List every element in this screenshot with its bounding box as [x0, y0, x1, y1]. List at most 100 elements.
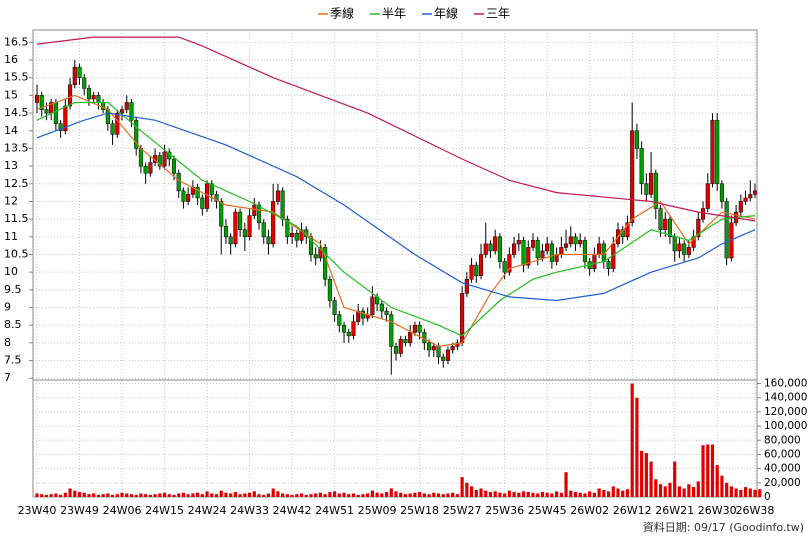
legend-label: 年線 [434, 6, 458, 21]
volume-bar [592, 492, 596, 497]
volume-bar [654, 479, 658, 497]
x-tick-label: 25W18 [400, 504, 439, 517]
candle-body [686, 247, 691, 255]
candle-body [634, 130, 639, 149]
candle-body [214, 194, 219, 202]
volume-bar [540, 492, 545, 497]
volume-bar [701, 445, 705, 497]
candle-body [171, 158, 177, 174]
volume-bar [432, 492, 436, 497]
candle-body [573, 236, 578, 245]
volume-bar [139, 493, 143, 497]
candle-body [290, 233, 295, 238]
volume-bar [682, 488, 686, 497]
candle-body [115, 112, 120, 135]
volume-bar [125, 493, 129, 497]
volume-bar [649, 461, 653, 497]
y2-tick-label: 140,000 [764, 392, 807, 404]
candle-body [417, 324, 422, 333]
volume-bar [578, 492, 582, 497]
candle-body [318, 247, 323, 259]
candle-body [389, 314, 394, 347]
y-tick-label: 11 [4, 230, 18, 243]
candle-body [705, 183, 710, 209]
volume-bar [545, 492, 549, 497]
volume-bar [214, 494, 219, 497]
volume-bar [451, 492, 455, 497]
ma-line [36, 94, 756, 348]
candle-body [408, 332, 413, 344]
candle-body [682, 243, 687, 255]
volume-bar [436, 493, 441, 497]
candle-body [96, 95, 101, 103]
y-tick-label: 14.5 [4, 106, 29, 119]
candle-body [483, 243, 488, 255]
volume-bar [555, 491, 559, 497]
legend-label: 半年 [382, 7, 406, 21]
volume-bar [233, 492, 237, 497]
candle-body [294, 233, 299, 241]
candle-body [119, 109, 125, 114]
candle-body [332, 300, 337, 315]
candle-body [82, 77, 87, 89]
candle-body [256, 204, 262, 223]
volume-bar [68, 488, 72, 497]
y2-tick-label: 120,000 [764, 406, 807, 418]
volume-bar [710, 444, 715, 497]
legend-label: 三年 [486, 7, 510, 21]
candle-body [663, 218, 668, 230]
candle-body [398, 339, 403, 354]
volume-bar [687, 484, 691, 497]
volume-bar [536, 493, 540, 497]
volume-bar [668, 482, 672, 497]
candle-body [478, 254, 484, 276]
candle-body [507, 254, 512, 273]
volume-bar [484, 490, 488, 497]
volume-bar [696, 481, 700, 497]
volume-bar [720, 475, 724, 497]
y-tick-label: 8.5 [4, 318, 22, 331]
candle-body [658, 208, 663, 230]
volume-bar [323, 494, 327, 497]
candle-body [644, 183, 649, 195]
candle-body [143, 165, 148, 174]
volume-bar [583, 493, 587, 497]
ma-line [36, 36, 756, 222]
volume-bar [635, 397, 639, 497]
volume-bar [469, 486, 474, 497]
candle-body [488, 243, 493, 252]
volume-bar [281, 493, 285, 497]
volume-bar [153, 494, 157, 497]
legend-label: 季線 [330, 6, 354, 21]
volume-bar [63, 492, 67, 497]
candle-body [441, 356, 446, 361]
volume-bar [309, 494, 313, 497]
candle-body [752, 190, 758, 195]
candle-body [540, 250, 545, 259]
volume-bar [285, 494, 289, 497]
candle-body [68, 84, 73, 107]
volume-bar [531, 492, 535, 497]
candle-body [209, 183, 214, 195]
volume-bar [257, 494, 261, 497]
volume-bar [238, 494, 242, 497]
candle-body [58, 123, 63, 132]
candle-body [351, 321, 356, 337]
candle-body [549, 243, 554, 262]
volume-bar [616, 488, 620, 497]
volume-bar [314, 493, 318, 497]
candle-body [497, 236, 502, 262]
volume-bar [129, 494, 134, 497]
x-tick-label: 26W38 [736, 504, 775, 517]
candle-body [526, 247, 531, 266]
candle-body [39, 95, 44, 110]
candle-body [639, 148, 644, 185]
volume-bar [550, 493, 554, 497]
ma-line [36, 112, 756, 302]
volume-bar [748, 488, 752, 497]
volume-bar [191, 493, 195, 497]
volume-bar [347, 494, 351, 497]
candle-body [469, 264, 474, 280]
candle-body [512, 243, 517, 255]
